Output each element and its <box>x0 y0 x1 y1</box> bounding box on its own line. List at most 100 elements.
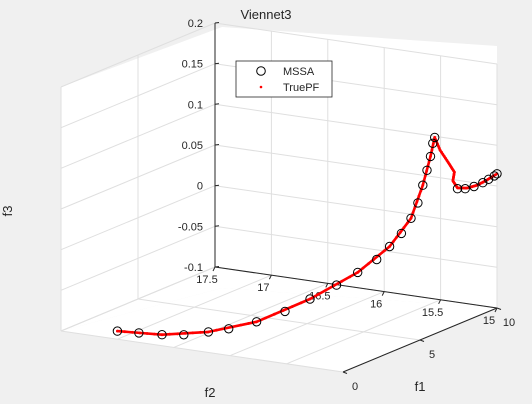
z-tick-mark <box>214 144 220 146</box>
gridline-back-f3 <box>60 185 216 251</box>
truepf-point <box>382 249 386 253</box>
truepf-point <box>199 330 203 334</box>
x-axis-label: f1 <box>415 379 426 394</box>
truepf-point <box>442 154 446 158</box>
legend-box <box>235 60 333 98</box>
truepf-point <box>431 142 435 146</box>
z-tick-label: -0.05 <box>178 221 203 233</box>
truepf-point <box>281 309 285 312</box>
truepf-point <box>255 320 258 324</box>
gridline-floor-f2 <box>173 282 328 348</box>
mssa-point <box>203 327 214 337</box>
truepf-point <box>264 316 267 320</box>
gridline-floor-f2 <box>230 291 385 357</box>
truepf-point <box>417 194 421 198</box>
truepf-point <box>340 279 344 283</box>
truepf-point <box>207 330 210 334</box>
y-tick-mark <box>438 299 442 305</box>
truepf-point <box>116 329 119 333</box>
y-tick-mark <box>494 307 498 313</box>
z-tick-mark <box>214 266 220 268</box>
truepf-point <box>176 332 179 336</box>
z-tick-label: -0.1 <box>184 262 203 274</box>
y-tick-label: 17.5 <box>196 274 217 286</box>
z-tick-label: 0.1 <box>188 99 203 111</box>
truepf-point <box>391 240 395 244</box>
truepf-point <box>316 293 320 296</box>
truepf-point <box>367 262 370 266</box>
y-tick-mark <box>325 283 329 288</box>
truepf-point <box>324 288 328 292</box>
mssa-point <box>492 169 502 179</box>
gridline-back-f3 <box>60 144 216 210</box>
truepf-point <box>239 323 242 327</box>
truepf-point <box>168 332 172 336</box>
x-tick-mark <box>419 339 425 342</box>
mssa-point <box>452 184 463 194</box>
mssa-point <box>179 330 189 340</box>
gridline-floor-f1 <box>137 298 421 341</box>
mssa-point <box>418 180 428 190</box>
gridline-back-f3 <box>60 22 216 88</box>
y-tick-label: 15 <box>483 315 495 327</box>
mssa-point <box>353 267 363 278</box>
mssa-point <box>224 324 234 334</box>
truepf-point <box>247 322 251 325</box>
mssa-point <box>280 306 290 317</box>
truepf-point <box>445 159 449 162</box>
truepf-point <box>130 330 134 334</box>
y-tick-label: 16 <box>370 299 382 311</box>
x-tick-label: 0 <box>352 381 358 393</box>
mssa-point <box>396 228 407 239</box>
mssa-point <box>157 330 167 340</box>
z-tick-mark <box>214 184 220 187</box>
mssa-point <box>428 138 438 149</box>
truepf-point <box>191 331 195 335</box>
gridline-back-f3 <box>60 225 216 291</box>
z-tick-label: 0.2 <box>188 18 203 30</box>
gridline-side-f3 <box>214 144 498 187</box>
gridline-side-f3 <box>214 225 498 268</box>
gridline-side-f3 <box>214 22 498 65</box>
truepf-point <box>421 183 425 187</box>
truepf-point <box>441 152 445 156</box>
y-tick-mark <box>268 274 272 280</box>
mssa-point <box>460 184 470 194</box>
axes-floor-pane <box>61 288 497 372</box>
chart-title: Viennet3 <box>240 7 291 22</box>
truepf-point <box>123 330 127 334</box>
gridline-floor-f1 <box>60 330 344 373</box>
mssa-point <box>483 174 494 185</box>
z-tick-label: 0.15 <box>182 59 203 71</box>
legend-mssa-label: MSSA <box>283 66 315 78</box>
z-tick-mark <box>214 22 220 24</box>
mssa-point <box>430 132 440 143</box>
truepf-point <box>160 333 164 337</box>
truepf-point <box>429 155 432 158</box>
z-tick-label: 0.05 <box>182 140 203 152</box>
truepf-point <box>425 169 429 173</box>
truepf-point <box>438 148 442 152</box>
truepf-point <box>444 156 447 160</box>
truepf-point <box>145 332 149 335</box>
y-tick-label: 17 <box>257 282 269 294</box>
z-tick-label: 0 <box>197 181 203 193</box>
z-tick-mark <box>214 103 220 105</box>
mssa-point <box>251 317 262 327</box>
z-tick-mark <box>214 62 220 65</box>
truepf-point <box>436 144 440 148</box>
truepf-point <box>411 211 415 215</box>
truepf-point <box>361 266 365 270</box>
truepf-point <box>433 136 437 139</box>
mssa-point <box>134 328 144 338</box>
truepf-point <box>215 328 218 332</box>
y-tick-mark <box>212 266 216 272</box>
truepf-point <box>299 301 303 305</box>
mssa-point <box>384 241 395 252</box>
mssa-point <box>413 198 423 208</box>
legend-truepf-label: TruePF <box>283 82 320 94</box>
truepf-point <box>493 173 497 177</box>
truepf-point <box>398 231 402 234</box>
truepf-point <box>395 235 399 239</box>
truepf-point <box>138 331 142 335</box>
